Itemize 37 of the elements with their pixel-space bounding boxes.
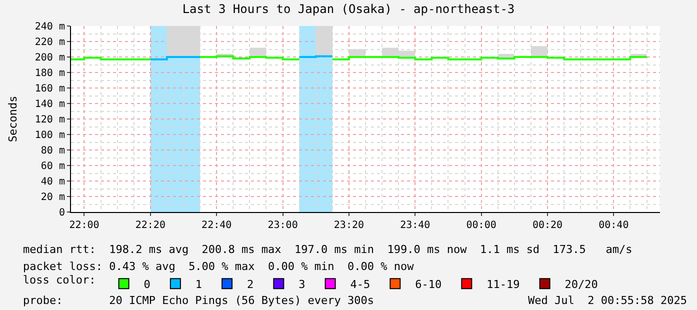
- legend-label: 4-5: [350, 278, 370, 291]
- y-tick-label: 100 m: [34, 130, 65, 141]
- y-axis-title: Seconds: [6, 96, 20, 142]
- y-tick-label: 160 m: [34, 84, 65, 94]
- y-tick-label: 180 m: [34, 68, 65, 79]
- legend-label: 11-19: [486, 278, 520, 291]
- y-tick-label: 200 m: [34, 52, 65, 64]
- y-tick-label: 80 m: [40, 146, 65, 156]
- y-tick-label: 40 m: [40, 176, 65, 188]
- x-tick-label: 23:40: [400, 220, 430, 231]
- y-tick-label: 220 m: [34, 37, 65, 48]
- text: packet loss: 0.43 % avg 5.00 % max 0.00 % min 0.00 % now: [23, 260, 414, 273]
- x-tick-label: 22:40: [202, 220, 232, 231]
- legend-label: 2: [247, 278, 254, 291]
- x-tick-label: 22:00: [69, 220, 100, 231]
- chart-title: Last 3 Hours to Japan (Osaka) - ap-northeast-3: [182, 2, 515, 16]
- x-tick-label: 23:00: [268, 220, 298, 231]
- y-tick-label: 60 m: [40, 161, 65, 172]
- legend-label: 0: [144, 278, 150, 291]
- x-tick-label: 22:20: [135, 220, 166, 231]
- y-tick-label: 120 m: [34, 114, 65, 126]
- x-tick-label: 00:20: [532, 220, 563, 231]
- x-tick-label: 00:40: [598, 220, 629, 231]
- y-tick-label: 140 m: [34, 99, 65, 110]
- y-tick-label: 240 m: [34, 22, 65, 32]
- y-tick-label: 0: [58, 208, 65, 218]
- text: median rtt: 198.2 ms avg 200.8 ms max 197.0 ms min 199.0 ms now 1.1 ms sd 173.5 am/s: [23, 243, 632, 256]
- x-tick-label: 00:00: [466, 220, 496, 231]
- text: Wed Jul 2 00:55:58 2025: [528, 294, 687, 307]
- y-tick-label: 20 m: [40, 192, 65, 203]
- x-tick-label: 23:20: [334, 220, 364, 231]
- legend-label: 20/20: [564, 278, 598, 291]
- legend-label: 6-10: [415, 278, 442, 291]
- legend-label: 1: [195, 278, 202, 291]
- legend-label: 3: [298, 278, 306, 291]
- text: probe: 20 ICMP Echo Pings (56 Bytes) every 300s: [23, 294, 374, 307]
- legend-title: loss color:: [22, 273, 96, 286]
